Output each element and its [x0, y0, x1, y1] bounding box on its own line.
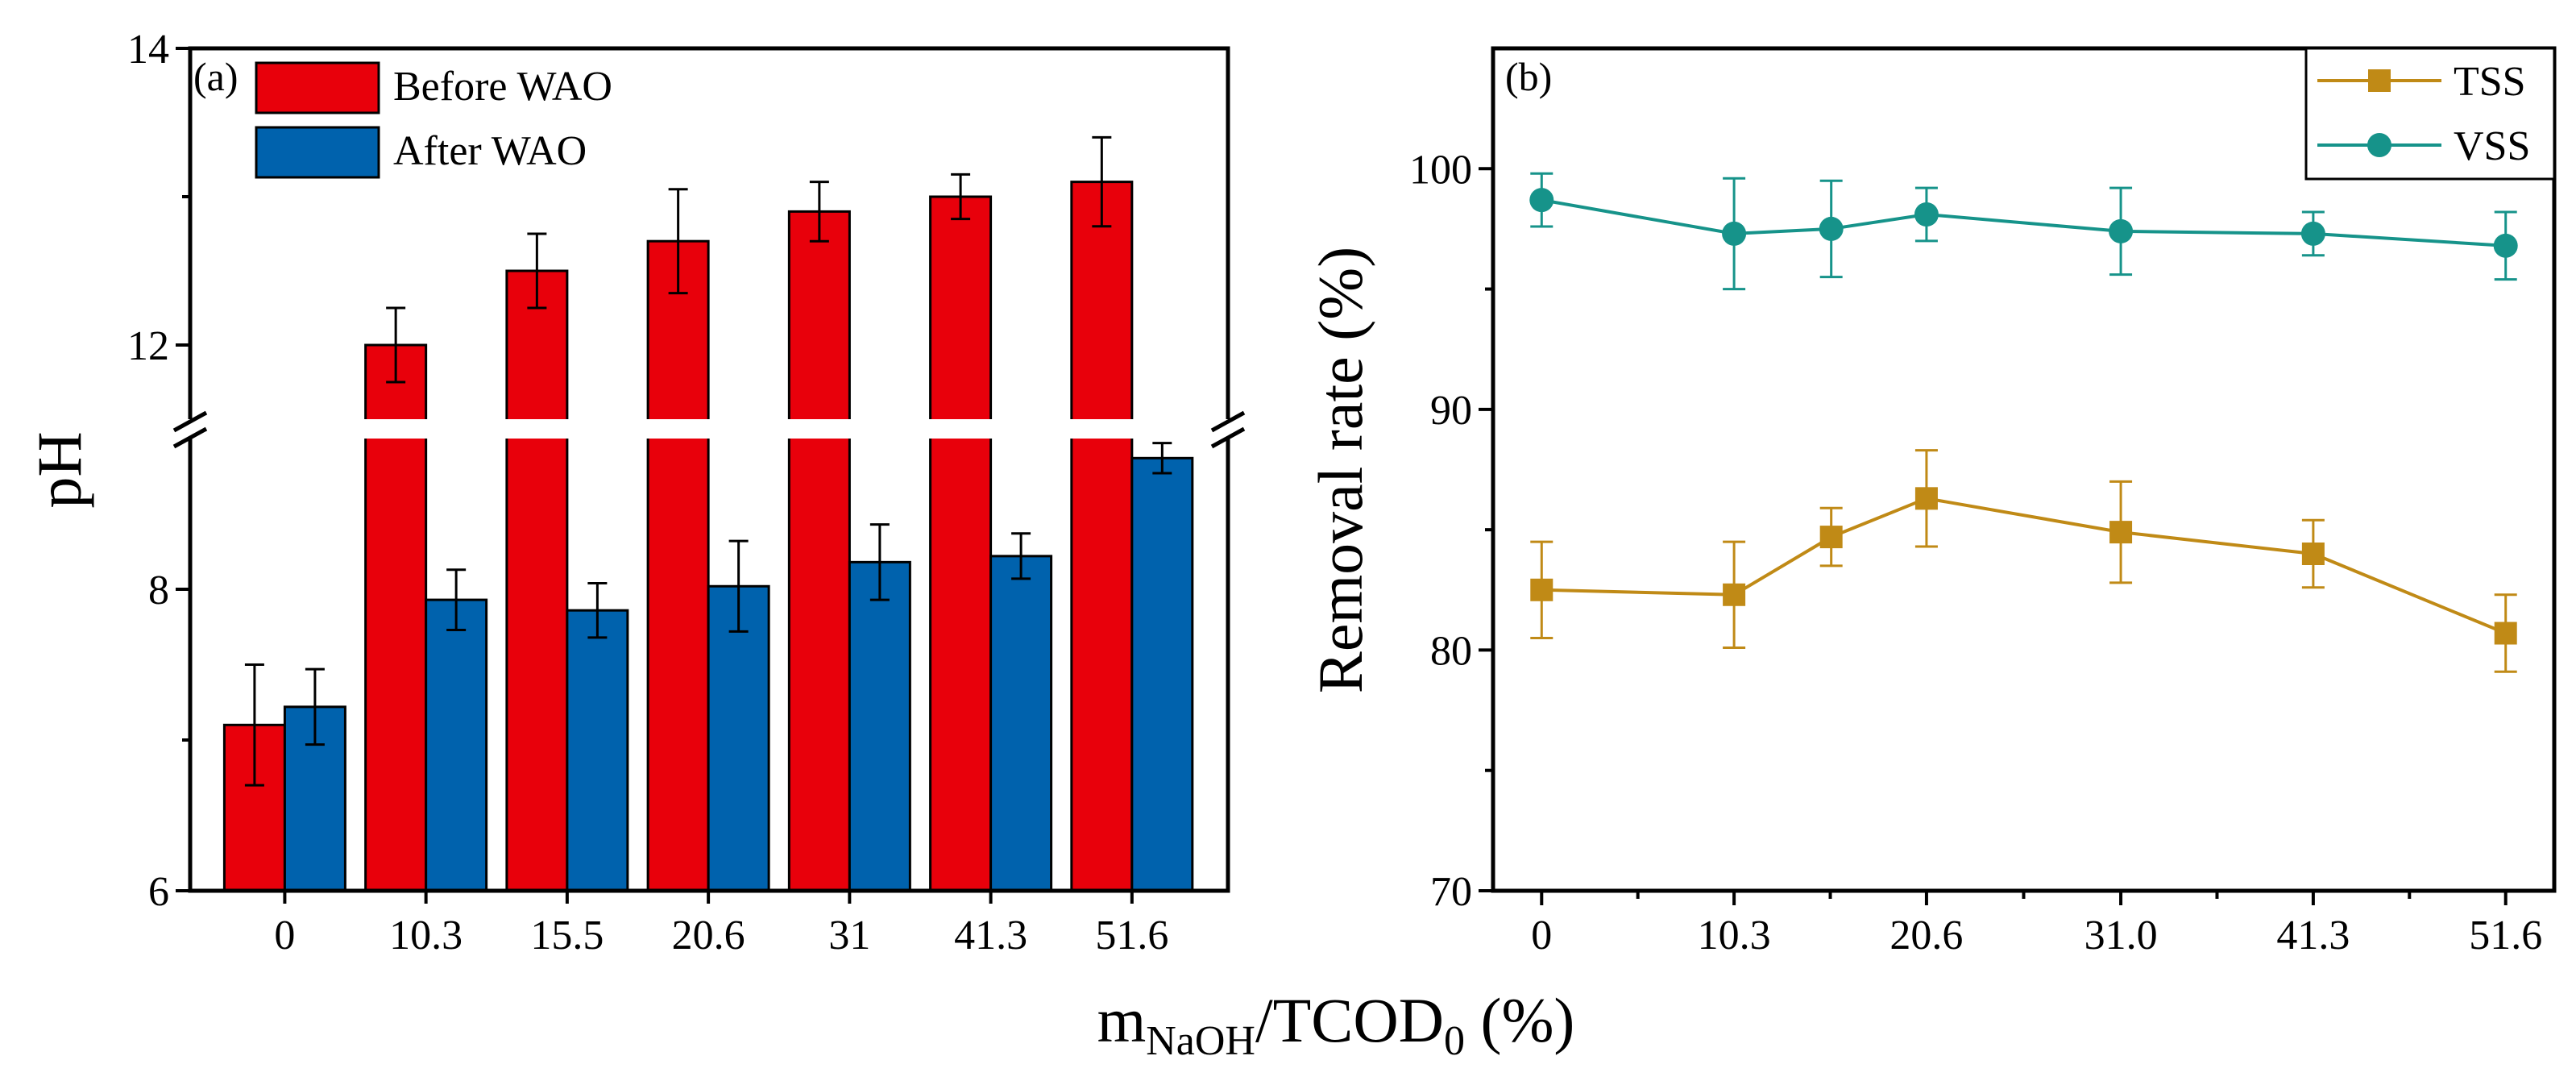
y-tick-label-a-14: 14	[127, 27, 169, 73]
axis-break-gap	[185, 419, 1233, 439]
series-line-tss	[1541, 497, 2507, 635]
bar-before-wao-20-6	[646, 239, 710, 892]
legend-box	[2304, 47, 2556, 181]
bar-before-wao-51-6	[1070, 181, 1134, 892]
y-tick-label-a-12: 12	[127, 323, 169, 369]
legend-swatch-after-wao	[255, 126, 380, 179]
bar-before-wao-15-5	[505, 269, 569, 892]
point-tss-2	[1819, 526, 1843, 549]
y-tick-label-b-80: 80	[1430, 628, 1472, 674]
legend-marker-vss	[2367, 133, 2391, 157]
axis-break-right	[1205, 410, 1249, 449]
x-tick-label-a-15-5: 15.5	[530, 913, 604, 958]
point-tss-6	[2494, 622, 2517, 645]
x-tick-label-a-41-3: 41.3	[954, 913, 1027, 958]
point-tss-1	[1723, 583, 1746, 606]
x-tick-label-b-51-6: 51.6	[2469, 913, 2542, 958]
legend-label-tss: TSS	[2454, 59, 2526, 105]
point-tss-0	[1530, 578, 1553, 601]
panel-a-legend: Before WAO After WAO	[255, 61, 612, 179]
legend-swatch-before-wao	[255, 61, 380, 114]
y-tick-label-b-100: 100	[1409, 147, 1472, 193]
series-line-vss	[1541, 198, 2506, 247]
point-vss-6	[2493, 233, 2518, 258]
panel-b-legend: TSS VSS	[2304, 47, 2556, 181]
x-tick-label-b-31-0: 31.0	[2084, 913, 2158, 958]
bar-after-wao-15-5	[566, 609, 629, 892]
x-tick-label-a-20-6: 20.6	[672, 913, 745, 958]
panel-a-bars	[222, 181, 1194, 892]
x-tick-label-a-31: 31	[828, 913, 870, 958]
panel-b-label: (b)	[1505, 54, 1552, 99]
panel-b: 70 80 90 100 0 10.3 20.6 31.0 41.3 51.6 (b) Remo…	[1305, 46, 2557, 958]
panel-b-x-ticks: 0 10.3 20.6 31.0 41.3 51.6	[1531, 891, 2542, 958]
bar-after-wao-41-3	[989, 555, 1053, 892]
shared-x-axis-title: mNaOH/TCOD0 (%)	[1097, 985, 1575, 1064]
bar-before-wao-31	[787, 210, 851, 892]
x-tick-label-b-0: 0	[1531, 913, 1552, 958]
panel-b-y-title: Removal rate (%)	[1305, 247, 1375, 693]
legend-label-after-wao: After WAO	[393, 128, 587, 174]
point-vss-0	[1529, 188, 1554, 213]
x-tick-label-b-10-3: 10.3	[1698, 913, 1771, 958]
panel-b-plot	[1529, 172, 2518, 673]
point-tss-4	[2109, 521, 2133, 544]
legend-label-vss: VSS	[2454, 123, 2530, 169]
panel-a-y-ticks: 6 8 12 14	[127, 27, 190, 915]
point-vss-4	[2109, 218, 2134, 243]
x-tick-label-b-41-3: 41.3	[2276, 913, 2350, 958]
panel-a-label: (a)	[193, 54, 239, 99]
bar-before-wao-41-3	[929, 195, 993, 892]
legend-label-before-wao: Before WAO	[393, 64, 612, 110]
panel-a-y-title: pH	[24, 431, 94, 508]
point-vss-3	[1914, 202, 1939, 227]
point-vss-2	[1819, 216, 1844, 241]
y-tick-label-b-70: 70	[1430, 869, 1472, 915]
y-tick-label-b-90: 90	[1430, 388, 1472, 434]
panel-a-x-ticks: 0 10.3 15.5 20.6 31 41.3 51.6	[274, 891, 1168, 958]
panel-a: 6 8 12 14 0 10.3 15.5 20.6 31 41.3 51.6 (a) pH Be…	[24, 27, 1249, 958]
bar-after-wao-10-3	[425, 598, 488, 892]
point-tss-5	[2301, 543, 2325, 565]
bar-after-wao-20-6	[707, 584, 770, 892]
axis-break-left	[169, 410, 214, 449]
point-tss-3	[1914, 487, 1938, 510]
x-tick-label-b-20-6: 20.6	[1889, 913, 1963, 958]
point-vss-5	[2300, 221, 2325, 246]
bar-after-wao-31	[848, 560, 911, 892]
legend-marker-tss	[2368, 69, 2391, 92]
x-tick-label-a-51-6: 51.6	[1095, 913, 1168, 958]
x-tick-label-a-10-3: 10.3	[389, 913, 463, 958]
y-tick-label-a-8: 8	[148, 568, 169, 613]
panel-b-y-ticks: 70 80 90 100	[1409, 147, 1493, 915]
bar-after-wao-51-6	[1130, 456, 1194, 892]
point-vss-1	[1722, 221, 1747, 246]
x-tick-label-a-0: 0	[274, 913, 295, 958]
y-tick-label-a-6: 6	[148, 869, 169, 915]
panel-a-error-bars	[244, 135, 1172, 787]
